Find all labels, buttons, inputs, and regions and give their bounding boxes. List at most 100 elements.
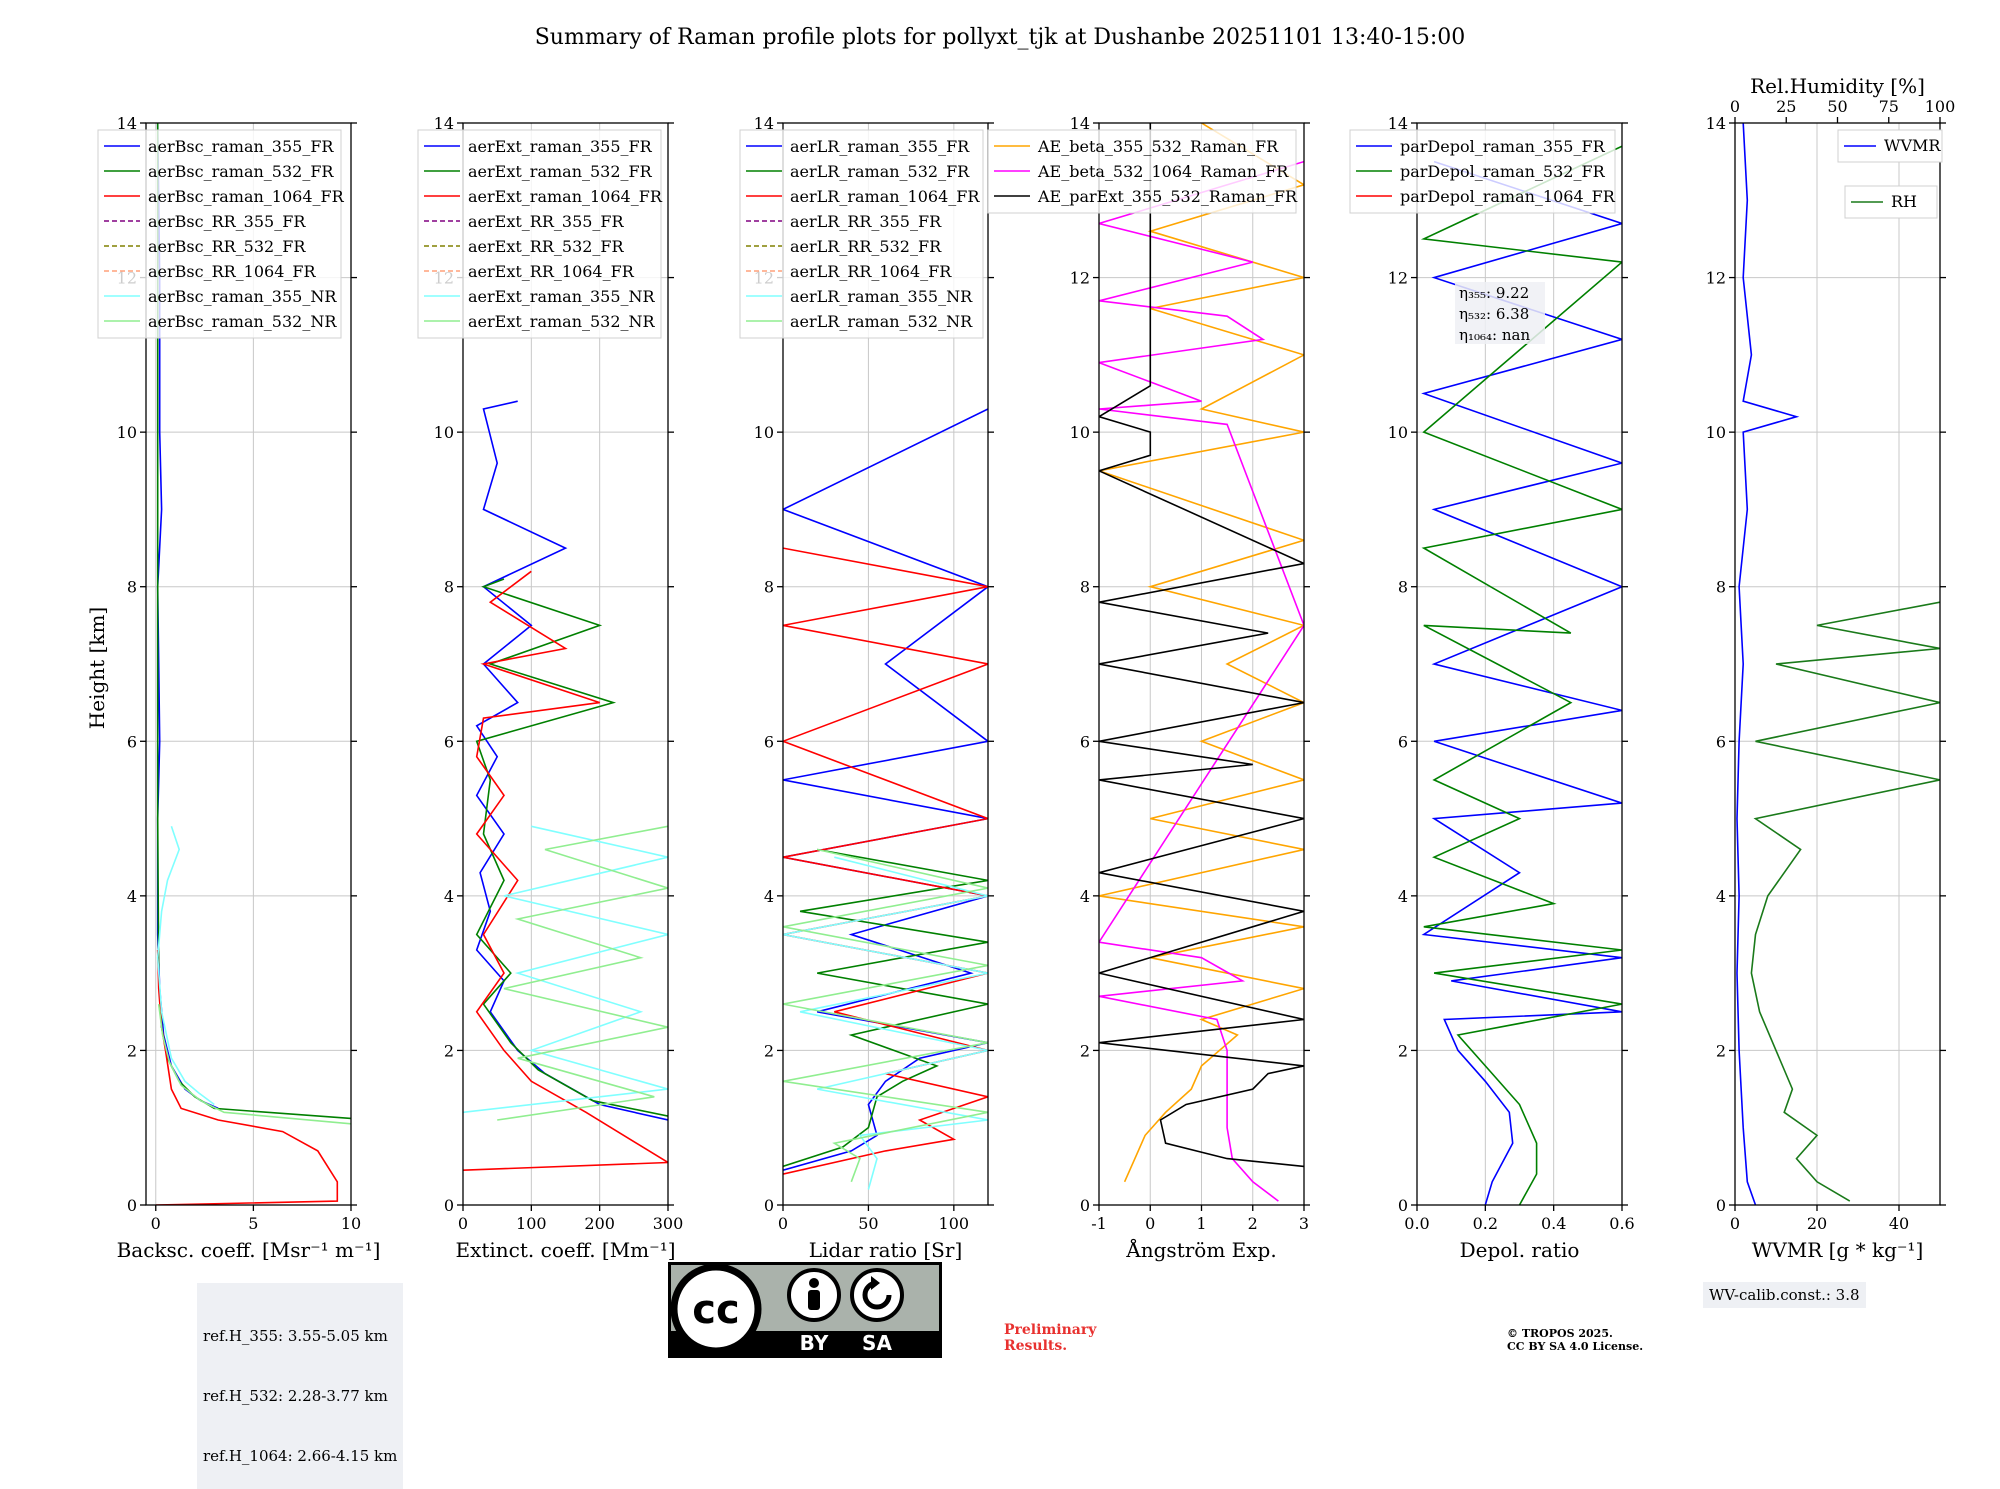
xtick-label-dep: 0.0 xyxy=(1404,1214,1429,1233)
xtick-label-ae: 2 xyxy=(1248,1214,1258,1233)
ytick-label-wv: 14 xyxy=(1706,114,1726,133)
legend-label: WVMR xyxy=(1884,136,1941,155)
xtick-label-ext: 300 xyxy=(653,1214,684,1233)
ytick-label-dep: 12 xyxy=(1388,269,1408,288)
prelim-line2: Results. xyxy=(1004,1338,1068,1354)
series-aerExt_raman_1064_FR xyxy=(463,570,668,1171)
copyright-line1: © TROPOS 2025. xyxy=(1507,1327,1613,1340)
ytick-label-dep: 6 xyxy=(1398,732,1408,751)
xtick-label-ae: 0 xyxy=(1145,1214,1155,1233)
ref-height-box: ref.H_355: 3.55-5.05 km ref.H_532: 2.28-… xyxy=(197,1283,404,1489)
ytick-label-ext: 6 xyxy=(444,732,454,751)
legend-label: AE_beta_532_1064_Raman_FR xyxy=(1037,162,1289,181)
axes-frame-lr xyxy=(782,122,989,1206)
eta-355: η₃₅₅: 9.22 xyxy=(1459,284,1529,302)
xtick-label-ae: 1 xyxy=(1196,1214,1206,1233)
legend-label: parDepol_raman_1064_FR xyxy=(1400,187,1616,206)
ytick-label-bsc: 4 xyxy=(127,887,137,906)
legend-label: aerBsc_RR_532_FR xyxy=(148,237,306,256)
legend-label: AE_beta_355_532_Raman_FR xyxy=(1037,137,1279,156)
axes-frame-ext xyxy=(462,122,669,1206)
xtick-label-ext: 0 xyxy=(458,1214,468,1233)
legend-label: aerLR_RR_355_FR xyxy=(790,212,942,231)
ytick-label-lr: 6 xyxy=(764,732,774,751)
ytick-label-lr: 8 xyxy=(764,578,774,597)
axes-frame-dep xyxy=(1416,122,1623,1206)
xlabel-ae: Ångström Exp. xyxy=(1125,1237,1276,1262)
legend-label: AE_parExt_355_532_Raman_FR xyxy=(1037,187,1298,206)
legend-box-dep xyxy=(1349,129,1616,214)
ytick-label-wv: 2 xyxy=(1716,1041,1726,1060)
ref-h-532: ref.H_532: 2.28-3.77 km xyxy=(203,1387,388,1405)
legend-label: aerExt_RR_355_FR xyxy=(468,212,625,231)
panels: 024681012140510Backsc. coeff. [Msr⁻¹ m⁻¹… xyxy=(97,74,1956,1262)
ytick-label-dep: 14 xyxy=(1388,114,1408,133)
eta-1064: η₁₀₆₄: nan xyxy=(1459,326,1530,344)
eta-annotation: η₃₅₅: 9.22 η₅₃₂: 6.38 η₁₀₆₄: nan xyxy=(1455,282,1545,344)
legend-box-ext xyxy=(417,129,662,339)
legend-label: aerLR_raman_355_NR xyxy=(790,287,973,306)
legend-label: aerLR_raman_532_NR xyxy=(790,312,973,331)
ref-h-355: ref.H_355: 3.55-5.05 km xyxy=(203,1327,388,1345)
ytick-label-ae: 2 xyxy=(1080,1041,1090,1060)
legend-label: parDepol_raman_355_FR xyxy=(1400,137,1606,156)
series-RH xyxy=(1750,601,1940,1202)
top-xtick-label-wv: 0 xyxy=(1730,97,1740,116)
series-AE_beta_355_532_Raman_FR xyxy=(1099,123,1304,1183)
legend-box-lr xyxy=(739,129,984,339)
series-aerExt_raman_532_NR xyxy=(497,825,668,1121)
series-aerLR_raman_355_FR xyxy=(783,408,988,1171)
ytick-label-lr: 10 xyxy=(754,423,774,442)
series-parDepol_raman_355_FR xyxy=(1421,160,1622,1205)
ytick-label-wv: 8 xyxy=(1716,578,1726,597)
legend-label: aerLR_raman_355_FR xyxy=(790,137,970,156)
preliminary-results-note: Preliminary Results. xyxy=(1004,1322,1096,1354)
ytick-label-bsc: 8 xyxy=(127,578,137,597)
legend-label: aerLR_RR_1064_FR xyxy=(790,262,952,281)
ytick-label-wv: 4 xyxy=(1716,887,1726,906)
series-aerBsc_raman_532_NR xyxy=(157,1003,351,1125)
cc-text: cc xyxy=(692,1287,739,1333)
legend-label: aerBsc_raman_532_NR xyxy=(148,312,337,331)
series-aerBsc_raman_355_NR xyxy=(156,826,215,1106)
legend-label: aerExt_raman_532_FR xyxy=(468,162,653,181)
prelim-line1: Preliminary xyxy=(1004,1322,1097,1338)
series-aerLR_raman_355_NR xyxy=(783,856,988,1190)
top-xtick-label-wv: 100 xyxy=(1925,97,1956,116)
ytick-label-wv: 12 xyxy=(1706,269,1726,288)
legend-box-bsc xyxy=(97,129,342,339)
xtick-label-ext: 100 xyxy=(516,1214,547,1233)
ytick-label-lr: 4 xyxy=(764,887,774,906)
ytick-label-wv: 10 xyxy=(1706,423,1726,442)
xtick-label-dep: 0.2 xyxy=(1473,1214,1498,1233)
xtick-label-lr: 0 xyxy=(778,1214,788,1233)
ytick-label-ext: 14 xyxy=(434,114,454,133)
ytick-label-dep: 8 xyxy=(1398,578,1408,597)
legend-label: aerExt_RR_532_FR xyxy=(468,237,625,256)
legend-label: aerExt_raman_1064_FR xyxy=(468,187,663,206)
copyright-line2: CC BY SA 4.0 License. xyxy=(1507,1340,1644,1353)
xlabel-dep: Depol. ratio xyxy=(1460,1238,1580,1262)
legend-label: aerBsc_raman_355_FR xyxy=(148,137,334,156)
xtick-label-lr: 100 xyxy=(939,1214,970,1233)
legend-label: aerExt_raman_355_FR xyxy=(468,137,653,156)
xtick-label-ae: -1 xyxy=(1091,1214,1107,1233)
panel-lr: 02468101214050100Lidar ratio [Sr]aerLR_r… xyxy=(739,114,994,1262)
axes-frame-wv xyxy=(1734,122,1941,1206)
ytick-label-bsc: 6 xyxy=(127,732,137,751)
ytick-label-dep: 0 xyxy=(1398,1196,1408,1215)
xlabel-bsc: Backsc. coeff. [Msr⁻¹ m⁻¹] xyxy=(117,1238,381,1262)
legend-label: aerExt_raman_355_NR xyxy=(468,287,656,306)
legend-label: aerBsc_RR_1064_FR xyxy=(148,262,317,281)
legend-box-ae xyxy=(987,129,1297,214)
xtick-label-ae: 3 xyxy=(1299,1214,1309,1233)
ytick-label-lr: 2 xyxy=(764,1041,774,1060)
xlabel-wv: WVMR [g * kg⁻¹] xyxy=(1752,1238,1924,1262)
ytick-label-dep: 10 xyxy=(1388,423,1408,442)
top-xtick-label-wv: 25 xyxy=(1776,97,1796,116)
sa-text: SA xyxy=(862,1331,892,1355)
ytick-label-wv: 6 xyxy=(1716,732,1726,751)
eta-532: η₅₃₂: 6.38 xyxy=(1459,305,1529,323)
panel-ext: 024681012140100200300Extinct. coeff. [Mm… xyxy=(417,114,684,1262)
